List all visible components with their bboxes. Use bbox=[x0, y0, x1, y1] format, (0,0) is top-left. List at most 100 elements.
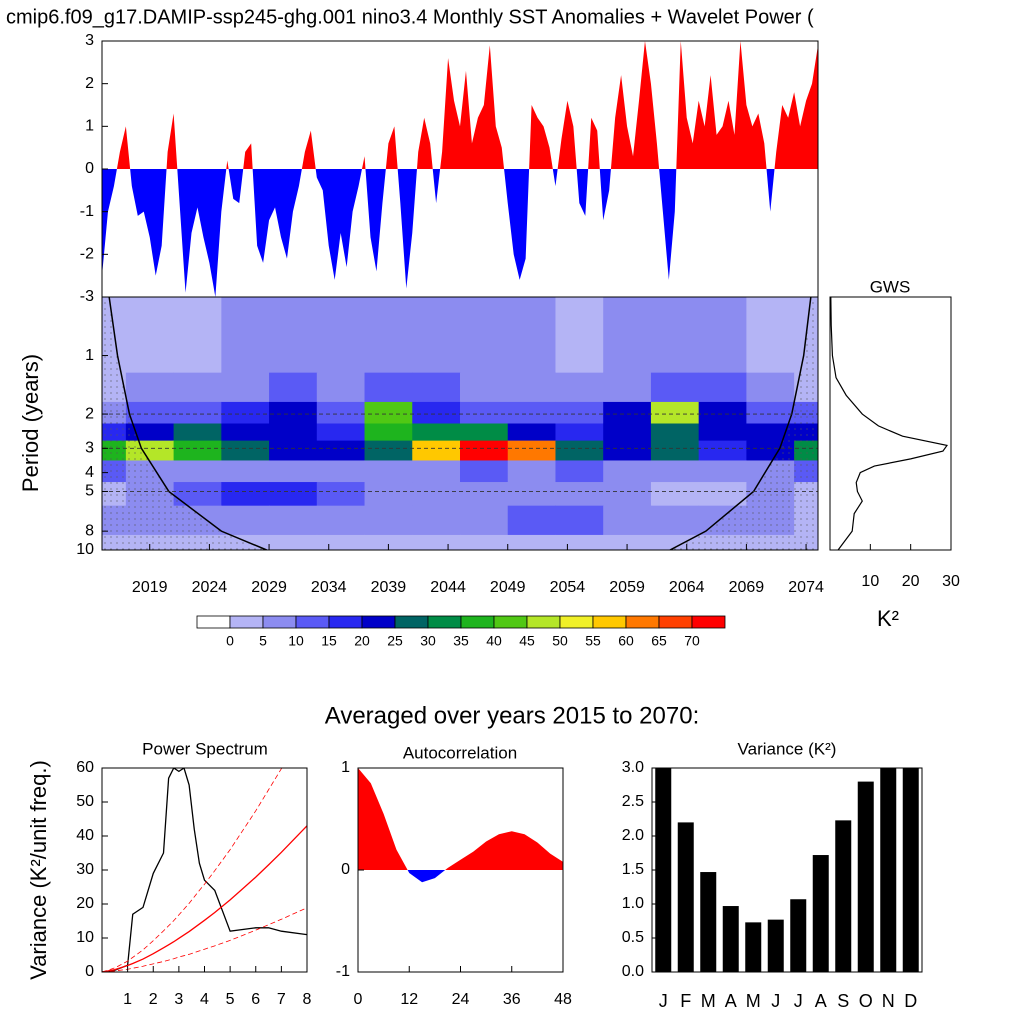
wavelet-cell bbox=[316, 534, 366, 550]
bar bbox=[835, 820, 852, 972]
x-tick-label: 2054 bbox=[550, 579, 586, 596]
y-tick-label: 10 bbox=[76, 541, 94, 558]
colorbar-label: 25 bbox=[387, 633, 403, 649]
x-axis-label: K² bbox=[877, 606, 899, 631]
wavelet-cell bbox=[460, 440, 509, 461]
colorbar-label: 45 bbox=[519, 633, 535, 649]
x-tick-label: 2074 bbox=[788, 579, 824, 596]
colorbar-box bbox=[625, 615, 660, 629]
y-tick-label: 1 bbox=[85, 347, 94, 364]
colorbar-label: 40 bbox=[486, 633, 502, 649]
x-tick-label: 2069 bbox=[729, 579, 765, 596]
wavelet-cell bbox=[603, 401, 652, 424]
x-tick-label: 48 bbox=[554, 991, 572, 1008]
colorbar-box bbox=[328, 615, 363, 629]
wavelet-cell bbox=[746, 423, 795, 442]
y-tick-label: 1.0 bbox=[622, 895, 644, 912]
y-tick-label: 0 bbox=[341, 861, 350, 878]
wavelet-cell bbox=[364, 534, 413, 550]
wavelet-cell bbox=[650, 372, 700, 403]
wavelet-cell bbox=[316, 482, 366, 507]
wavelet-cell bbox=[269, 372, 318, 403]
colorbar-box bbox=[460, 615, 495, 629]
y-tick-label: 0.0 bbox=[622, 963, 644, 980]
significance-stipple bbox=[102, 297, 267, 550]
x-tick-label: S bbox=[837, 991, 849, 1011]
wavelet-cell bbox=[316, 460, 366, 483]
wavelet-cell bbox=[412, 401, 461, 424]
wavelet-cell bbox=[650, 401, 700, 424]
y-tick-label: 5 bbox=[85, 483, 94, 500]
wavelet-cell bbox=[507, 505, 556, 536]
y-tick-label: 0 bbox=[85, 160, 94, 177]
colorbar-label: 5 bbox=[259, 633, 267, 649]
x-tick-label: M bbox=[701, 991, 716, 1011]
x-tick-label: 5 bbox=[226, 991, 235, 1008]
colorbar-label: 70 bbox=[684, 633, 700, 649]
y-tick-label: 2 bbox=[85, 405, 94, 422]
x-tick-label: 6 bbox=[251, 991, 260, 1008]
x-tick-label: 7 bbox=[277, 991, 286, 1008]
wavelet-cell bbox=[603, 460, 652, 483]
y-tick-label: -1 bbox=[80, 203, 94, 220]
panel-title: Autocorrelation bbox=[403, 743, 517, 762]
x-tick-label: 8 bbox=[303, 991, 312, 1008]
wavelet-cell bbox=[460, 534, 509, 550]
wavelet-cell bbox=[364, 372, 413, 403]
y-tick-label: 3.0 bbox=[622, 759, 644, 776]
y-tick-label: 1 bbox=[85, 118, 94, 135]
colorbar-label: 10 bbox=[288, 633, 304, 649]
cone-of-influence bbox=[669, 297, 812, 550]
wavelet-cell bbox=[698, 423, 747, 442]
wavelet-cell bbox=[555, 505, 604, 536]
wavelet-cell bbox=[507, 440, 556, 461]
wavelet-cell bbox=[650, 440, 700, 461]
wavelet-cell bbox=[364, 505, 413, 536]
wavelet-cell bbox=[555, 297, 604, 374]
wavelet-cell bbox=[221, 460, 270, 483]
wavelet-cell bbox=[555, 401, 604, 424]
wavelet-cell bbox=[221, 372, 270, 403]
wavelet-cell bbox=[555, 372, 604, 403]
wavelet-cell bbox=[460, 460, 509, 483]
wavelet-cell bbox=[221, 401, 270, 424]
wavelet-cell bbox=[125, 297, 175, 374]
gws-line bbox=[830, 296, 948, 551]
wavelet-cell bbox=[221, 297, 270, 374]
bar bbox=[902, 768, 919, 972]
colorbar-box bbox=[559, 615, 594, 629]
y-tick-label: 1.5 bbox=[622, 861, 644, 878]
wavelet-cell bbox=[460, 401, 509, 424]
wavelet-cell bbox=[125, 372, 175, 403]
wavelet-cell bbox=[173, 423, 222, 442]
wavelet-cell bbox=[412, 297, 461, 374]
colorbar-label: 20 bbox=[354, 633, 370, 649]
colorbar-box bbox=[691, 615, 726, 629]
colorbar-box bbox=[427, 615, 462, 629]
wavelet-cell bbox=[412, 460, 461, 483]
wavelet-cell bbox=[507, 401, 556, 424]
wavelet-cell bbox=[364, 423, 413, 442]
x-tick-label: 2034 bbox=[311, 579, 347, 596]
wavelet-cell bbox=[507, 534, 556, 550]
x-tick-label: 2029 bbox=[251, 579, 287, 596]
bar bbox=[700, 872, 717, 972]
y-axis-label: Period (years) bbox=[18, 354, 43, 492]
wavelet-cell bbox=[507, 297, 556, 374]
wavelet-cell bbox=[650, 482, 700, 507]
wavelet-cell bbox=[650, 423, 700, 442]
wavelet-cells bbox=[102, 297, 818, 550]
x-tick-label: 0 bbox=[354, 991, 363, 1008]
wavelet-cell bbox=[316, 372, 366, 403]
y-tick-label: 20 bbox=[76, 895, 94, 912]
plot-frame bbox=[101, 296, 819, 551]
y-tick-label: 0.5 bbox=[622, 929, 644, 946]
colorbar-box bbox=[262, 615, 297, 629]
subtitle: Averaged over years 2015 to 2070: bbox=[325, 702, 699, 729]
plot-frame bbox=[829, 296, 952, 551]
bar bbox=[677, 822, 694, 972]
colorbar-box bbox=[394, 615, 429, 629]
wavelet-cell bbox=[412, 440, 461, 461]
wavelet-cell bbox=[555, 460, 604, 483]
